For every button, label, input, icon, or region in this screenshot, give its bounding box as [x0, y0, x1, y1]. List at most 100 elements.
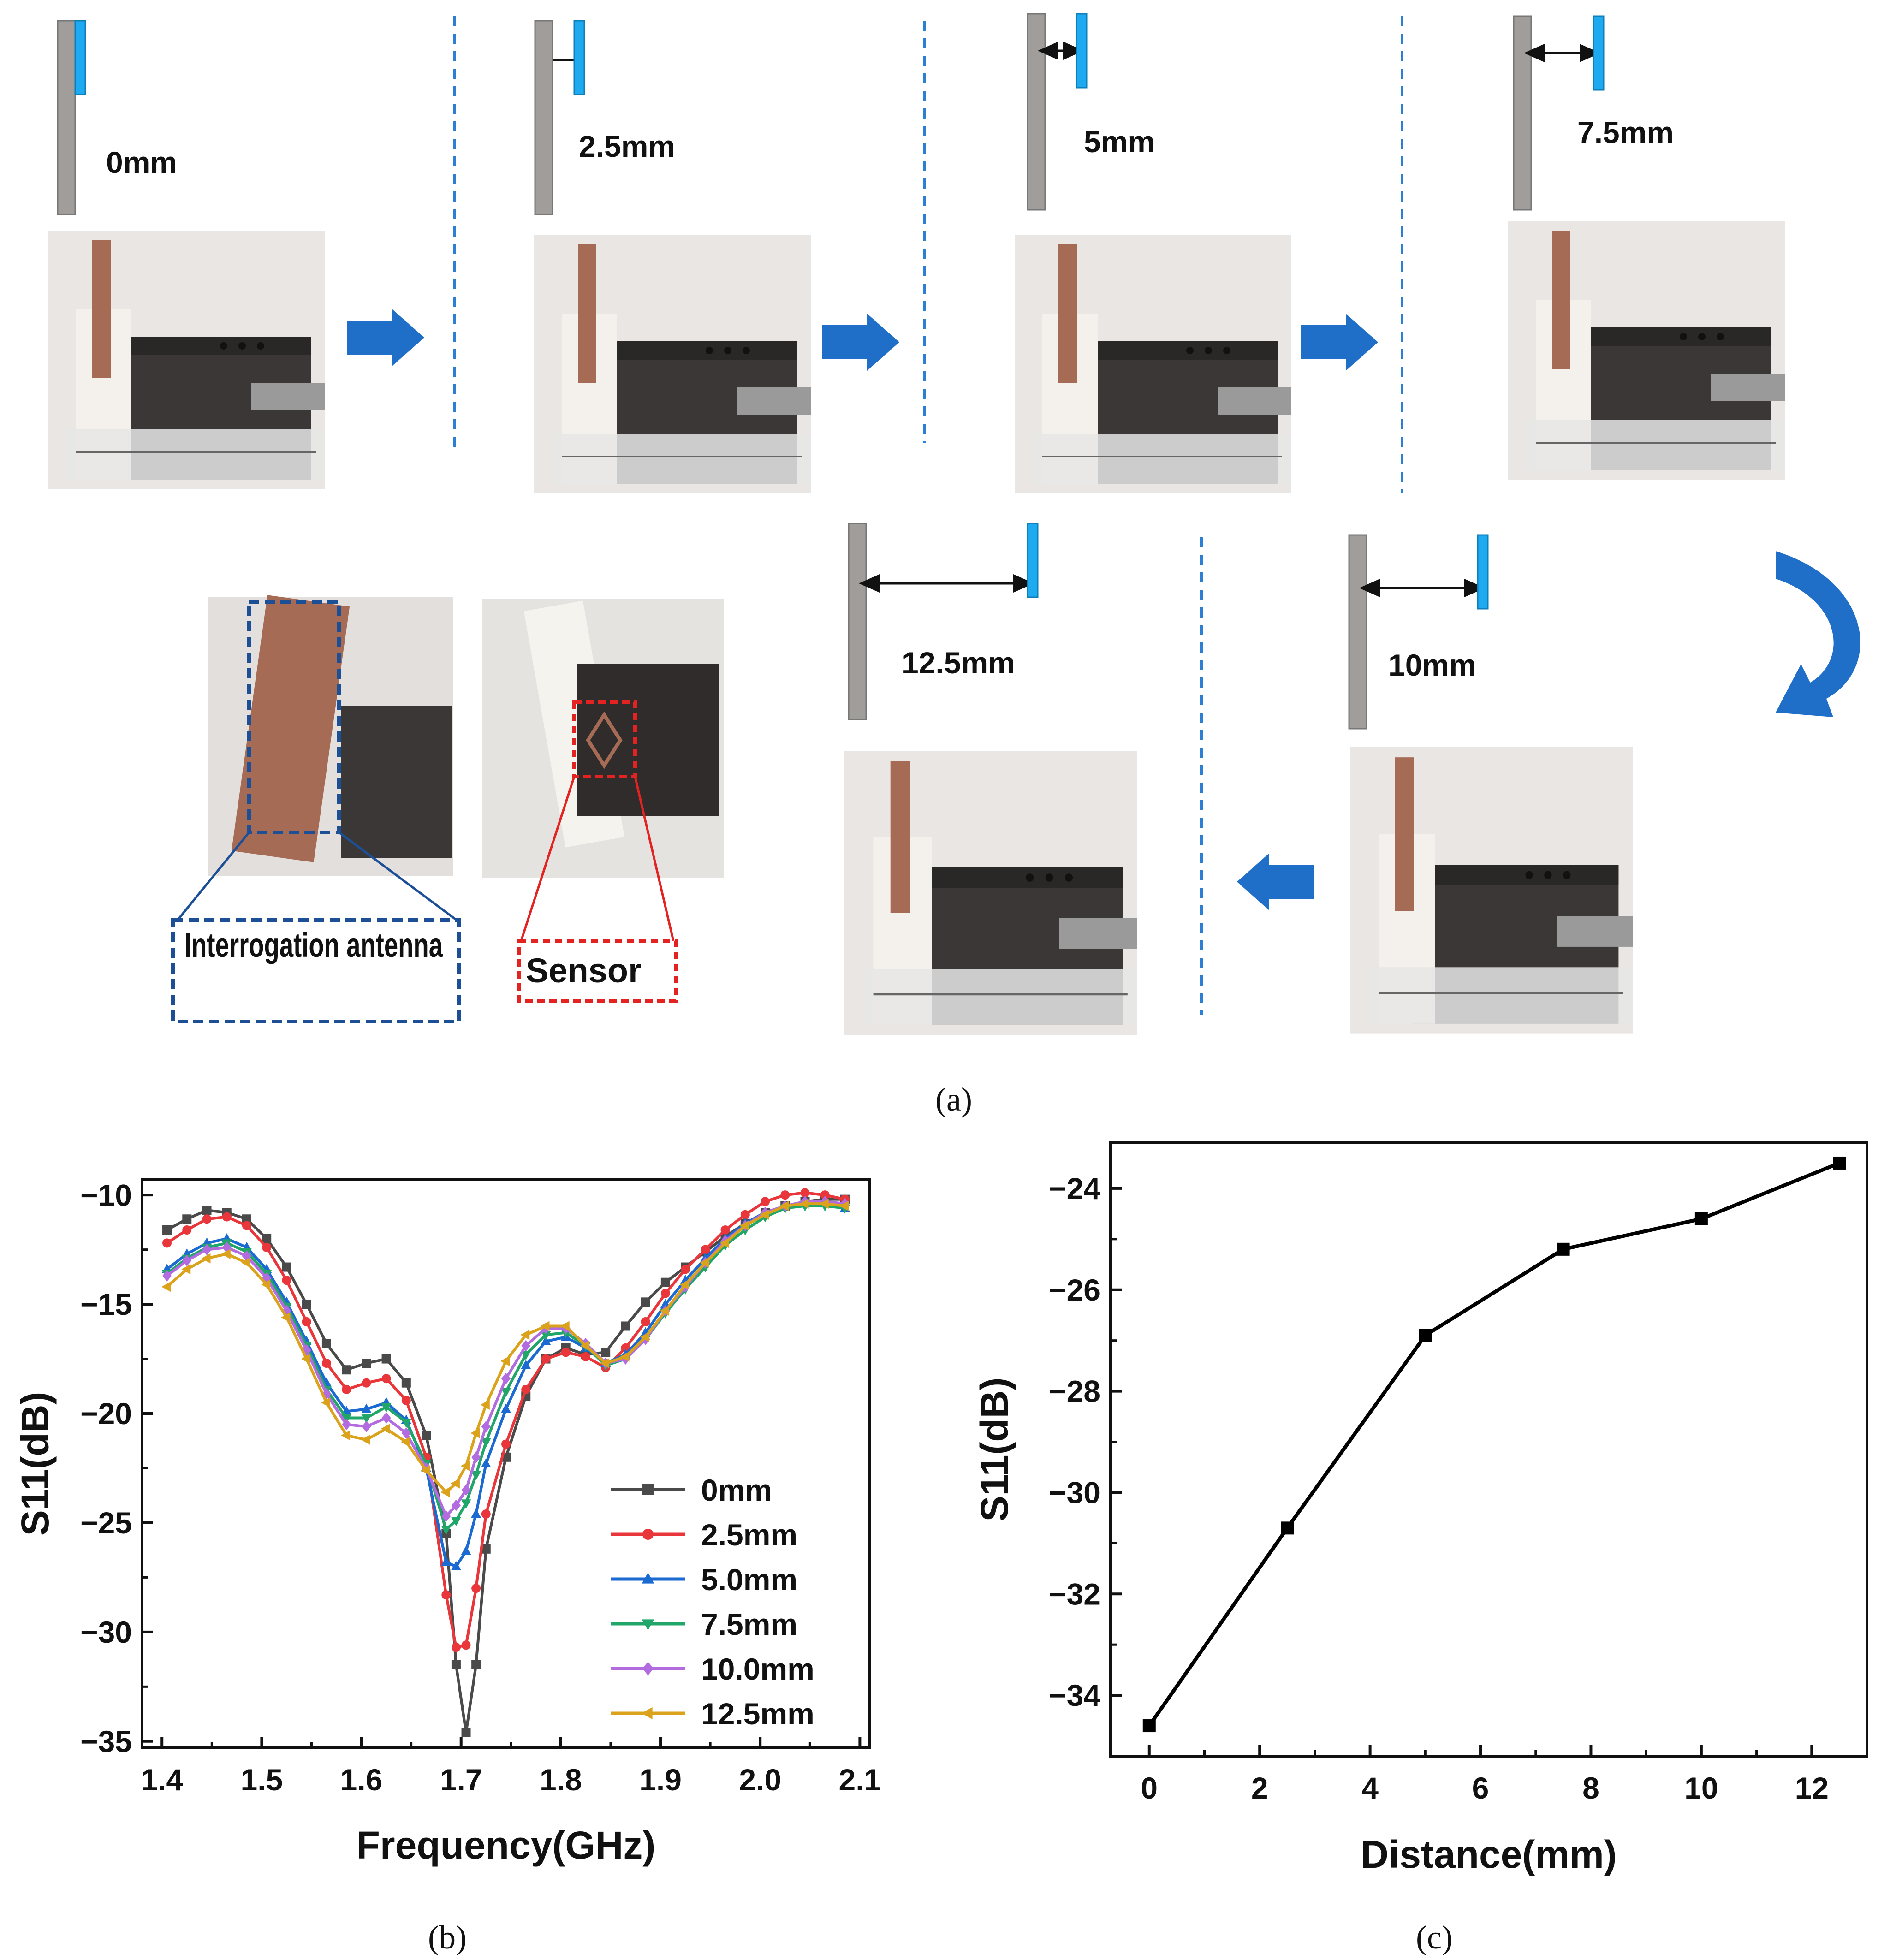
antenna-plate: [57, 20, 76, 215]
legend-marker: [642, 1662, 654, 1675]
data-point: [700, 1258, 709, 1268]
antenna-plate: [848, 523, 867, 720]
data-point: [441, 1510, 451, 1522]
data-point: [521, 1384, 531, 1394]
distance-label: 7.5mm: [1577, 115, 1674, 149]
data-point: [481, 1544, 491, 1554]
setup-photo: [844, 751, 1137, 1035]
data-point: [461, 1484, 471, 1496]
setup-photo: [48, 230, 326, 490]
legend-marker: [642, 1619, 654, 1631]
data-point: [820, 1190, 830, 1200]
chart-b-s11-frequency: 1.4 1.5 1.6 1.7 1.8 1.9 2.0 2.1 −10 −15 −20 −25 −30 −…: [13, 1178, 881, 1956]
x-tick-label: 1.6: [340, 1763, 383, 1797]
caption-c: (c): [1416, 1919, 1453, 1956]
legend-item: 12.5mm: [611, 1697, 814, 1731]
x-tick-label: 0: [1141, 1771, 1158, 1805]
data-point: [282, 1262, 291, 1272]
data-point: [799, 1199, 809, 1209]
data-point: [460, 1461, 470, 1471]
data-point: [470, 1428, 480, 1438]
data-point: [451, 1499, 461, 1511]
step-12.5mm: 12.5mm: [844, 523, 1137, 1035]
data-point: [560, 1321, 570, 1331]
data-point: [740, 1210, 750, 1219]
data-point: [242, 1250, 251, 1262]
antenna-plate: [1027, 13, 1046, 211]
data-point: [302, 1317, 311, 1326]
legend-item: 10.0mm: [611, 1652, 814, 1686]
data-point: [361, 1434, 370, 1445]
data-point: [471, 1660, 481, 1669]
y-tick-label: −26: [1049, 1273, 1100, 1307]
data-point: [162, 1270, 172, 1282]
x-tick-label: 6: [1472, 1771, 1489, 1805]
legend-marker: [642, 1572, 654, 1584]
sensor-highlight-box: [572, 700, 637, 778]
data-point: [680, 1279, 689, 1290]
data-point: [222, 1212, 232, 1222]
data-point: [362, 1420, 371, 1432]
data-point: [500, 1356, 510, 1366]
legend-item: 5.0mm: [611, 1562, 797, 1597]
sensor-callout-label: Sensor: [526, 951, 642, 990]
step-7.5mm: 7.5mm: [1507, 15, 1786, 481]
data-point: [261, 1279, 271, 1290]
data-point: [202, 1244, 212, 1256]
data-point: [361, 1414, 372, 1424]
data-point: [541, 1354, 551, 1364]
data-point: [182, 1225, 192, 1235]
data-point: [1694, 1212, 1708, 1225]
x-axis-label: Distance(mm): [1361, 1833, 1617, 1876]
legend: 0mm 2.5mm 5.0mm 7.5mm 10.0mm 12.5mm: [611, 1473, 814, 1731]
data-point: [362, 1378, 371, 1388]
data-point: [262, 1242, 272, 1252]
setup-photo: [1507, 220, 1786, 481]
antenna-plate: [1513, 15, 1532, 211]
data-point: [581, 1352, 590, 1361]
sensor-strip: [1593, 15, 1605, 91]
data-point: [401, 1396, 411, 1405]
data-point: [242, 1214, 251, 1224]
x-tick-label: 10: [1684, 1771, 1718, 1805]
data-point: [241, 1258, 250, 1268]
curved-arrow-icon: [1776, 551, 1860, 717]
data-point: [341, 1430, 351, 1441]
y-tick-label: −15: [80, 1287, 132, 1321]
data-point: [779, 1200, 789, 1211]
legend-marker: [641, 1707, 653, 1720]
series-line: [166, 1202, 845, 1568]
data-point: [780, 1190, 790, 1200]
data-point: [621, 1321, 630, 1331]
antenna-callout-label: Interrogation antenna: [184, 926, 443, 964]
data-point: [739, 1220, 749, 1231]
y-axis-label: S11(dB): [973, 1378, 1016, 1522]
data-point: [451, 1517, 461, 1526]
y-tick-label: −30: [80, 1615, 132, 1649]
sensor-closeup: Sensor: [482, 599, 724, 1003]
x-tick-label: 12: [1795, 1771, 1829, 1805]
data-point: [761, 1197, 770, 1206]
series-12.5mm: [161, 1199, 849, 1497]
data-point: [501, 1388, 511, 1397]
data-point: [451, 1660, 461, 1669]
data-point: [541, 1336, 551, 1345]
antenna-highlight-box: [247, 600, 341, 834]
x-tick-label: 1.4: [141, 1763, 183, 1797]
data-point: [471, 1508, 481, 1518]
arrow-right-icon: [1301, 314, 1378, 371]
y-tick-label: −20: [80, 1396, 132, 1431]
legend-item: 7.5mm: [611, 1607, 797, 1641]
data-point: [720, 1225, 730, 1235]
data-point: [380, 1424, 390, 1434]
y-axis-label: S11(dB): [13, 1392, 57, 1536]
data-point: [381, 1412, 391, 1424]
data-point: [839, 1200, 849, 1211]
data-point: [580, 1341, 589, 1351]
step-0mm: 0mm: [48, 20, 326, 490]
legend-label: 12.5mm: [701, 1697, 814, 1731]
data-point: [162, 1238, 172, 1248]
series-line: [1147, 1161, 1840, 1727]
data-point: [501, 1403, 511, 1413]
data-point: [242, 1221, 251, 1230]
